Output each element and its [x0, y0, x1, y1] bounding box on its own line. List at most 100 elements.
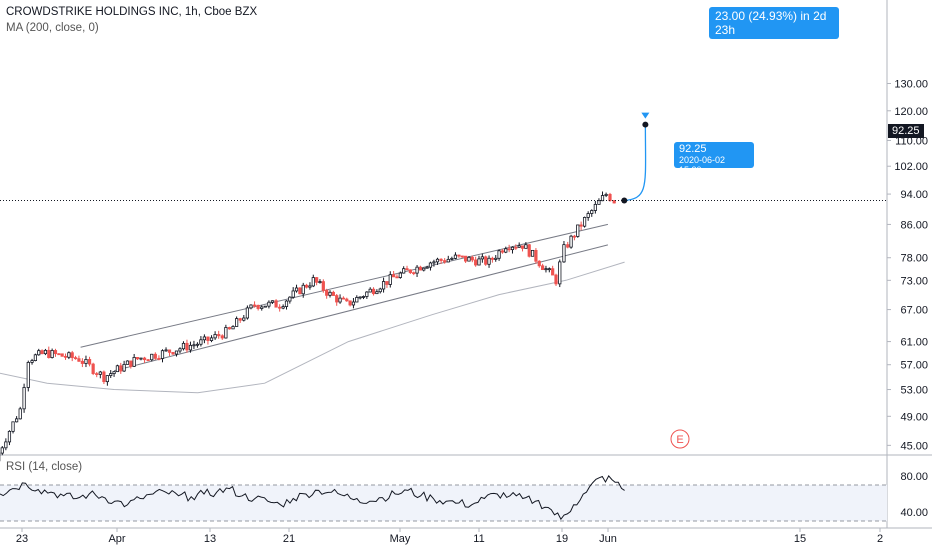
y-tick-label: 67.00 [900, 305, 928, 317]
candle-body [331, 291, 335, 296]
candle-body [422, 267, 426, 271]
candle-body [174, 350, 179, 355]
candle-body [119, 365, 123, 372]
candle-body [579, 224, 583, 227]
x-tick-label: 23 [16, 533, 28, 545]
candle-body [192, 344, 196, 347]
candle-body [335, 295, 339, 303]
y-tick-label: 102.00 [894, 161, 928, 173]
candle-body [4, 441, 8, 449]
candle-body [7, 430, 12, 443]
y-tick-label: 130.00 [894, 78, 928, 90]
candle-body [188, 344, 193, 351]
candle-body [405, 268, 409, 271]
candle-body [288, 296, 292, 302]
x-tick-label: 13 [204, 533, 216, 545]
candle-body [178, 348, 182, 352]
candle-body [109, 373, 113, 377]
x-tick-label: 15 [794, 533, 806, 545]
candle-body [60, 353, 64, 357]
candles-group [0, 191, 616, 462]
projection-target-time: 2020-06-05 14:30 [756, 38, 832, 49]
x-tick-label: 2 [877, 533, 883, 545]
candle-body [235, 318, 239, 327]
projection-target: 115.25 [715, 38, 744, 49]
candle-body [484, 256, 488, 265]
candle-body [385, 281, 389, 285]
candle-body [18, 408, 22, 420]
candle-body [467, 256, 471, 262]
candle-body [361, 296, 366, 298]
candle-body [551, 268, 555, 276]
x-tick-label: Apr [108, 533, 125, 545]
candle-body [576, 224, 580, 237]
candle-body [213, 334, 217, 339]
projection-arrow-icon [641, 112, 650, 119]
projection-start-label[interactable]: 92.25 2020-06-02 15:30 [674, 142, 754, 175]
candle-body [291, 290, 295, 298]
candle-body [358, 296, 362, 299]
candle-body [428, 262, 433, 268]
candle-body [432, 261, 436, 264]
candle-body [530, 249, 535, 257]
projection-curve [624, 124, 647, 202]
y-tick-label: 57.00 [900, 360, 928, 372]
candle-body [245, 307, 249, 319]
candle-body [150, 353, 154, 361]
candle-body [164, 349, 168, 352]
candle-body [586, 213, 590, 218]
candle-body [558, 261, 562, 285]
rsi-tick-label: 40.00 [900, 507, 928, 519]
candle-body [507, 248, 511, 251]
candle-body [504, 248, 508, 253]
candle-body [231, 326, 235, 330]
candle-body [57, 353, 61, 356]
candle-body [199, 339, 203, 345]
ma-label: MA (200, close, 0) [6, 22, 99, 34]
candle-body [238, 318, 242, 321]
rsi-label: RSI (14, close) [6, 461, 83, 473]
candle-body [304, 284, 309, 288]
last-price-tag: 92.25 [888, 124, 924, 138]
candle-body [338, 297, 342, 303]
candle-body [597, 200, 601, 205]
projection-label[interactable]: 23.00 (24.93%) in 2d 23h 115.25 ◷ 2020-0… [709, 7, 839, 49]
candle-body [242, 317, 246, 321]
candle-body [125, 360, 130, 365]
candle-body [562, 244, 566, 263]
candle-body [608, 193, 612, 202]
candle-body [514, 246, 518, 249]
x-tick-label: 21 [283, 533, 295, 545]
candle-body [604, 193, 608, 196]
candle-body [80, 360, 84, 364]
candle-body [33, 354, 37, 361]
earnings-marker: E [670, 429, 690, 449]
candle-body [425, 266, 429, 269]
candle-body [50, 350, 54, 358]
candle-body [43, 349, 48, 355]
candle-body [224, 327, 228, 339]
candle-body [378, 288, 382, 293]
candle-body [267, 301, 271, 307]
candle-body [298, 287, 302, 295]
candle-body [167, 349, 172, 353]
candle-body [315, 277, 319, 283]
candle-body [102, 371, 106, 383]
candle-body [270, 300, 275, 303]
y-tick-label: 53.00 [900, 385, 928, 397]
projection-start-point [621, 197, 628, 204]
candle-body [256, 304, 260, 309]
candle-body [281, 306, 285, 309]
candle-body [510, 246, 515, 251]
candle-body [572, 235, 577, 238]
candle-body [53, 350, 58, 355]
symbol-title: CROWDSTRIKE HOLDINGS INC, 1h, Cboe BZX [6, 6, 258, 18]
candle-body [612, 200, 616, 204]
candle-body [368, 288, 372, 293]
rsi-line [0, 475, 625, 521]
projection-start-price: 92.25 [679, 143, 707, 155]
candle-body [487, 257, 491, 265]
candle-body [26, 362, 30, 388]
candle-body [582, 217, 587, 227]
